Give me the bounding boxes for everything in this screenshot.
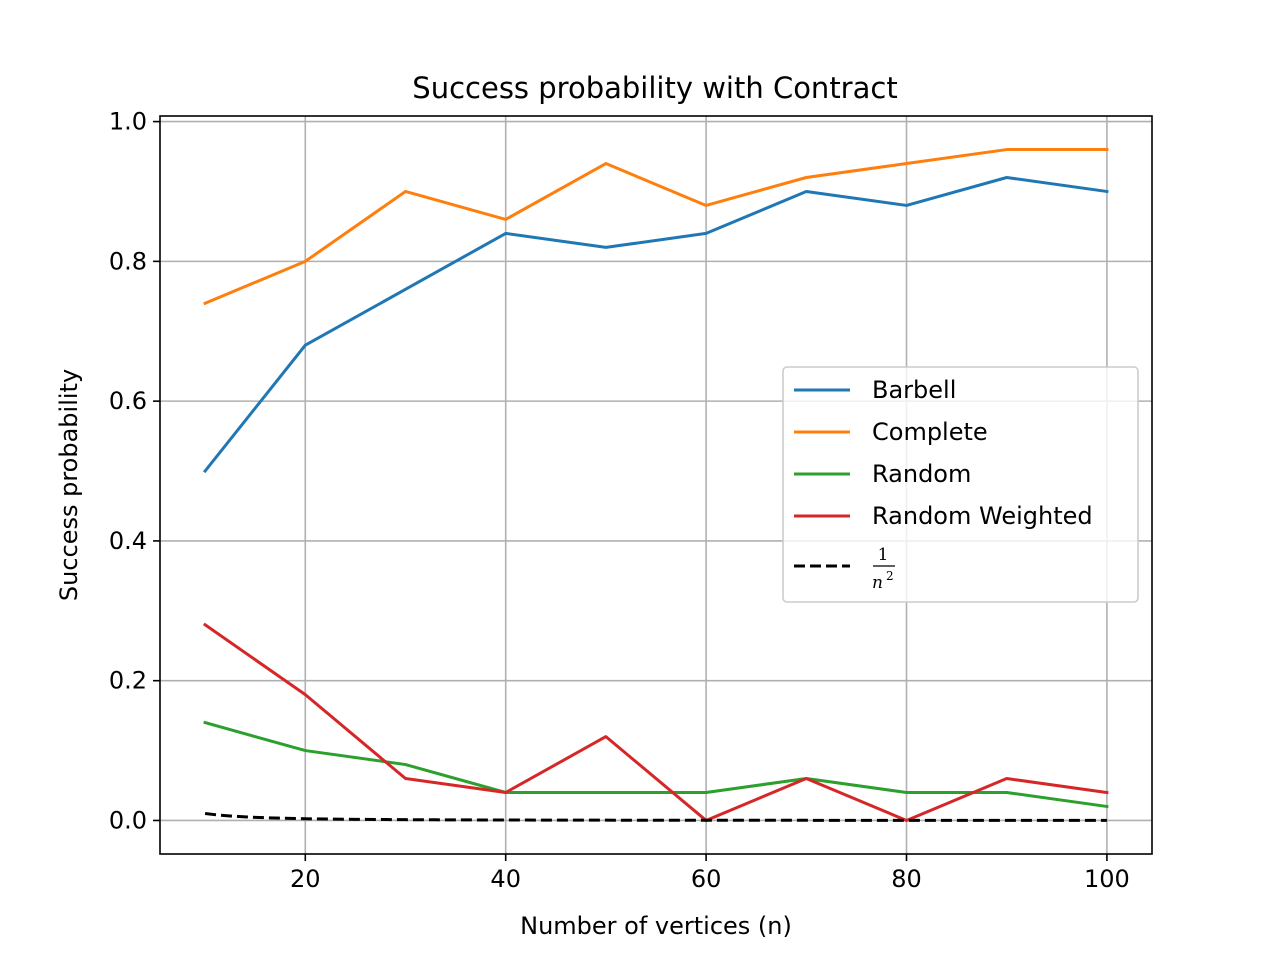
x-tick-label: 60: [691, 865, 722, 893]
legend-label: Random: [872, 460, 971, 488]
legend-label: Barbell: [872, 376, 956, 404]
series-line-0: [202, 176, 1109, 474]
y-axis: 0.0 0.2 0.4 0.6 0.8 1.0: [109, 108, 160, 834]
y-tick-label: 0.0: [109, 806, 147, 834]
legend-label: Random Weighted: [872, 502, 1093, 530]
legend-fraction-exponent: 2: [886, 569, 894, 583]
legend-frame: [782, 366, 1139, 603]
chart-title: Success probability with Contract: [412, 71, 897, 105]
y-tick-label: 1.0: [109, 108, 147, 136]
x-axis: 20 40 60 80 100: [290, 854, 1130, 893]
grid: [160, 116, 1152, 854]
y-tick-label: 0.6: [109, 387, 147, 415]
legend-label: Complete: [872, 418, 988, 446]
y-tick-label: 0.2: [109, 667, 147, 695]
series-line-3: [203, 622, 1109, 822]
series-line-2: [203, 720, 1109, 809]
plot-frame: [159, 115, 1153, 855]
legend: Barbell Complete Random Random Weighted 1 n 2: [782, 366, 1139, 603]
y-axis-label: Success probability: [55, 369, 83, 601]
x-axis-label: Number of vertices (n): [520, 912, 792, 940]
y-tick-label: 0.8: [109, 247, 147, 275]
series-line-4: [204, 811, 1107, 822]
legend-fraction-denominator: n: [872, 573, 883, 593]
x-tick-label: 80: [891, 865, 922, 893]
x-tick-label: 40: [490, 865, 521, 893]
x-tick-label: 100: [1084, 865, 1130, 893]
x-tick-label: 20: [290, 865, 321, 893]
y-tick-label: 0.4: [109, 527, 147, 555]
series-lines: [202, 148, 1109, 822]
series-line-1: [203, 148, 1109, 306]
legend-fraction-numerator: 1: [878, 545, 889, 565]
